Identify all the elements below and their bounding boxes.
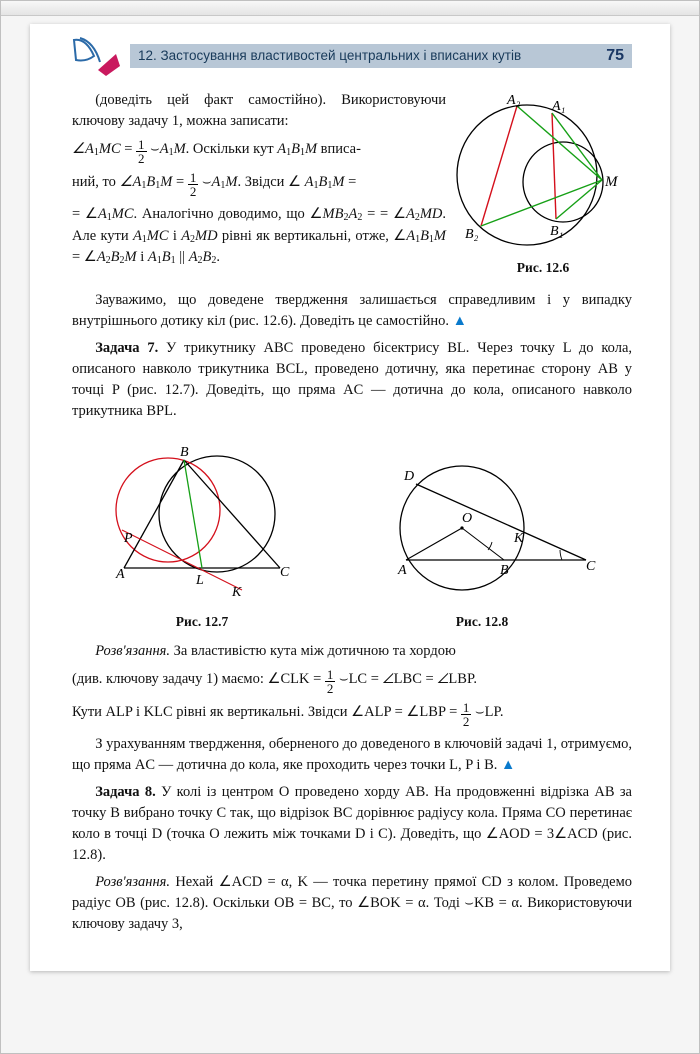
solution-7b: (див. ключову задачу 1) маємо: ∠CLK = 12… <box>72 668 632 695</box>
svg-text:A: A <box>397 563 407 578</box>
svg-text:P: P <box>123 531 133 546</box>
page-header: 12. Застосування властивостей центральни… <box>72 38 632 74</box>
svg-text:B₁: B₁ <box>550 224 563 239</box>
figure-12-6-caption: Рис. 12.6 <box>454 258 632 278</box>
qed-marker-icon: ▲ <box>453 313 467 329</box>
svg-text:C: C <box>280 565 290 580</box>
solution-7d: З урахуванням твердження, оберненого до … <box>72 734 632 776</box>
solution-7c: Кути ALP і KLC рівні як вертикальні. Зві… <box>72 701 632 728</box>
page-number: 75 <box>606 44 624 67</box>
svg-text:O: O <box>462 511 472 526</box>
qed-marker-icon: ▲ <box>501 757 515 773</box>
svg-text:B: B <box>180 445 189 460</box>
solution-7a: Розв'язання. За властивістю кута між дот… <box>72 641 632 662</box>
chapter-title: 12. Застосування властивостей центральни… <box>138 46 521 66</box>
svg-text:A₁: A₁ <box>551 99 565 114</box>
svg-text:M: M <box>604 174 619 190</box>
paragraph-4: Зауважимо, що доведене твердження залиша… <box>72 290 632 332</box>
figure-12-8-caption: Рис. 12.8 <box>362 612 602 632</box>
svg-text:A: A <box>115 567 125 582</box>
figure-12-7: A B C L K P Рис. 12.7 <box>102 440 302 632</box>
viewer-frame: 12. Застосування властивостей центральни… <box>0 0 700 1054</box>
scrollbar-horizontal[interactable] <box>1 1 699 16</box>
svg-text:K: K <box>231 585 242 600</box>
svg-text:D: D <box>403 469 414 484</box>
figures-row: A B C L K P Рис. 12.7 A <box>72 440 632 632</box>
header-logo <box>72 36 130 76</box>
svg-text:C: C <box>586 559 596 574</box>
svg-text:K: K <box>513 531 524 546</box>
figure-12-8: A B C O D K Рис. 12.8 <box>362 450 602 632</box>
solution-8: Розв'язання. Нехай ∠ACD = α, K — точка п… <box>72 872 632 935</box>
task-8: Задача 8. У колі із центром O проведено … <box>72 782 632 866</box>
header-title-bar: 12. Застосування властивостей центральни… <box>130 44 632 68</box>
figure-12-7-caption: Рис. 12.7 <box>102 612 302 632</box>
svg-text:A₂: A₂ <box>506 93 521 108</box>
figure-12-6: M A₁ A₂ B₁ B₂ Рис. 12.6 <box>454 90 632 278</box>
svg-text:L: L <box>195 573 204 588</box>
task-7: Задача 7. У трикутнику ABC проведено біс… <box>72 338 632 422</box>
svg-text:B: B <box>500 563 509 578</box>
svg-text:B₂: B₂ <box>465 227 479 242</box>
textbook-page: 12. Застосування властивостей центральни… <box>30 24 670 971</box>
